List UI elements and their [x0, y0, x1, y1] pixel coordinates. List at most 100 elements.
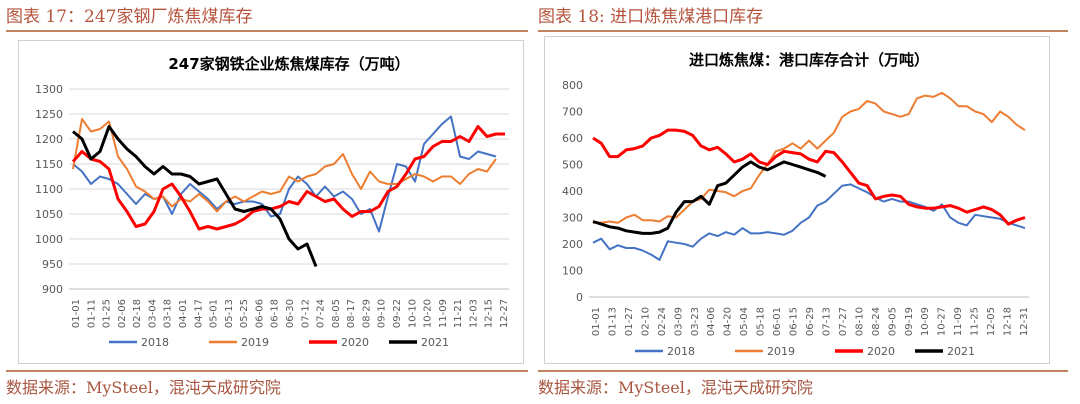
chart-panel-left: 247家钢铁企业炼焦煤库存（万吨） 900 950 1000 1050 1100 1150 1… [18, 40, 524, 364]
x-tick-label: 10-10 [407, 299, 418, 328]
x-tick-label: 08-05 [331, 299, 342, 328]
x-tick-label: 12-27 [499, 299, 510, 328]
y-tick-label: 1250 [35, 108, 63, 121]
x-tick-label: 02-24 [657, 307, 668, 336]
series-line-2021 [72, 125, 318, 268]
x-tick-label: 01-01 [71, 299, 82, 328]
x-tick-label: 08-29 [361, 299, 372, 328]
x-tick-label: 01-25 [102, 299, 113, 328]
legend-label: 2021 [421, 336, 449, 349]
chart-title: 247家钢铁企业炼焦煤库存（万吨） [168, 55, 409, 73]
x-tick-label: 10-20 [423, 299, 434, 328]
x-tick-label: 04-06 [706, 307, 717, 336]
coking-coal-steel-inventory-chart: 247家钢铁企业炼焦煤库存（万吨） 900 950 1000 1050 1100 1150 1… [35, 55, 510, 349]
x-tick-label: 01-11 [86, 299, 97, 328]
series-line-2019 [72, 118, 497, 213]
x-tick-label: 04-01 [178, 299, 189, 328]
y-tick-label: 800 [562, 79, 583, 92]
x-tick-label: 11-09 [953, 307, 964, 336]
x-tick-label: 06-01 [772, 307, 783, 336]
y-tick-label: 700 [562, 106, 583, 119]
x-tick-label: 05-18 [756, 307, 767, 336]
source-rule-left [6, 370, 528, 372]
x-tick-label: 10-09 [920, 307, 931, 336]
x-tick-label: 07-13 [821, 307, 832, 336]
x-tick-label: 05-01 [209, 299, 220, 328]
y-tick-label: 1200 [35, 133, 63, 146]
x-tick-label: 12-18 [1003, 307, 1014, 336]
x-tick-label: 03-23 [690, 307, 701, 336]
x-tick-label: 12-15 [484, 299, 495, 328]
y-tick-label: 200 [562, 238, 583, 251]
x-tick-label: 04-20 [723, 307, 734, 336]
x-tick-label: 05-04 [739, 307, 750, 336]
y-tick-label: 100 [562, 265, 583, 278]
x-tick-label: 07-12 [300, 299, 311, 328]
x-tick-label: 01-13 [607, 307, 618, 336]
x-tick-label: 03-04 [147, 299, 158, 328]
series-line-2019 [593, 91, 1026, 224]
caption-rule-left [6, 30, 528, 32]
x-tick-label: 06-30 [285, 299, 296, 328]
x-tick-label: 03-09 [673, 307, 684, 336]
y-tick-label: 500 [562, 159, 583, 172]
x-tick-label: 05-13 [224, 299, 235, 328]
x-tick-label: 12-31 [1019, 307, 1030, 336]
series-line-2020 [71, 125, 505, 231]
chart-panel-right: 进口炼焦煤：港口库存合计（万吨） 0 100 200 300 400 500 600 700 80… [544, 36, 1050, 364]
figure-caption-left: 图表 17：247家钢厂炼焦煤库存 [6, 7, 253, 27]
figure-caption-right: 图表 18: 进口炼焦煤港口库存 [538, 7, 764, 27]
x-tick-label: 09-05 [887, 307, 898, 336]
source-note-left: 数据来源：MySteel，混沌天成研究院 [6, 378, 281, 397]
source-note-right: 数据来源：MySteel，混沌天成研究院 [538, 378, 813, 397]
x-tick-label: 06-29 [805, 307, 816, 336]
x-tick-label: 02-06 [117, 299, 128, 328]
y-tick-label: 900 [42, 283, 63, 296]
x-tick-label: 11-25 [970, 307, 981, 336]
y-tick-label: 1050 [35, 208, 63, 221]
y-tick-label: 1150 [35, 158, 63, 171]
series-line-2018 [72, 115, 497, 233]
x-tick-label: 10-27 [937, 307, 948, 336]
legend-label: 2021 [947, 345, 975, 358]
x-tick-label: 04-17 [193, 299, 204, 328]
y-tick-label: 300 [562, 212, 583, 225]
series-line-2021 [592, 160, 827, 235]
y-tick-label: 1000 [35, 233, 63, 246]
x-tick-label: 09-10 [377, 299, 388, 328]
x-tick-label: 01-01 [591, 307, 602, 336]
x-tick-label: 07-24 [316, 299, 327, 328]
x-tick-label: 06-06 [254, 299, 265, 328]
x-tick-label: 06-15 [789, 307, 800, 336]
x-tick-label: 07-27 [838, 307, 849, 336]
x-tick-label: 09-22 [392, 299, 403, 328]
x-tick-label: 12-03 [468, 299, 479, 328]
series-line-2018 [592, 183, 1026, 261]
x-tick-label: 11-21 [453, 299, 464, 328]
coking-coal-port-inventory-chart: 进口炼焦煤：港口库存合计（万吨） 0 100 200 300 400 500 600 700 80… [562, 51, 1030, 358]
x-tick-label: 11-09 [438, 299, 449, 328]
x-tick-label: 01-27 [624, 307, 635, 336]
x-tick-label: 08-17 [346, 299, 357, 328]
x-tick-label: 03-18 [163, 299, 174, 328]
x-tick-label: 02-18 [132, 299, 143, 328]
legend-label: 2019 [767, 345, 795, 358]
chart-title: 进口炼焦煤：港口库存合计（万吨） [689, 51, 929, 69]
legend-label: 2019 [241, 336, 269, 349]
source-rule-right [538, 370, 1068, 372]
series-line-2020 [592, 128, 1026, 226]
y-tick-label: 1300 [35, 83, 63, 96]
legend-label: 2018 [141, 336, 169, 349]
x-tick-label: 02-10 [640, 307, 651, 336]
y-tick-label: 400 [562, 185, 583, 198]
y-tick-label: 0 [576, 291, 583, 304]
x-tick-label: 08-10 [854, 307, 865, 336]
legend-label: 2018 [667, 345, 695, 358]
x-tick-label: 09-19 [904, 307, 915, 336]
y-tick-label: 600 [562, 132, 583, 145]
x-tick-label: 05-25 [239, 299, 250, 328]
y-tick-label: 1100 [35, 183, 63, 196]
x-tick-label: 08-24 [871, 307, 882, 336]
x-tick-label: 06-18 [270, 299, 281, 328]
y-tick-label: 950 [42, 258, 63, 271]
